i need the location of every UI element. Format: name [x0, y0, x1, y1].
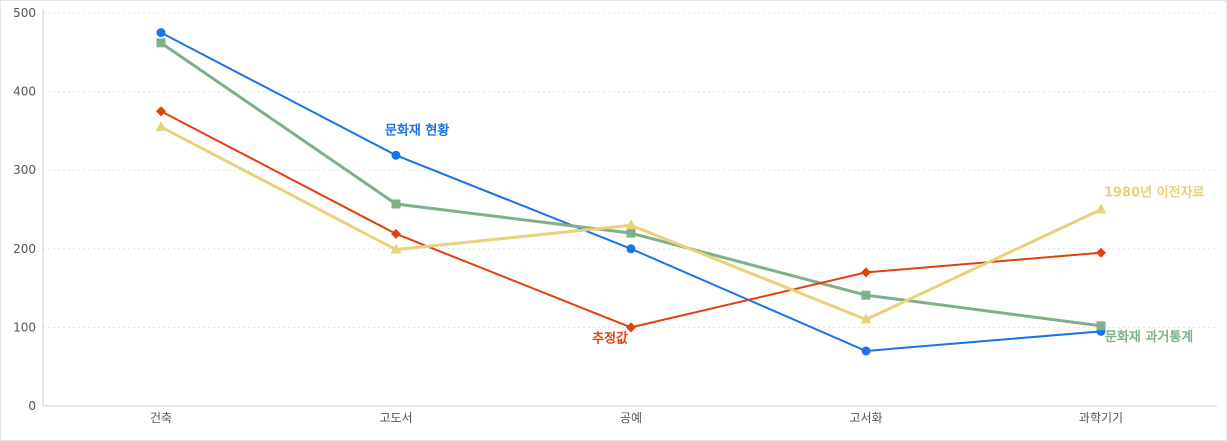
data-point [860, 313, 872, 324]
data-point [1096, 321, 1106, 331]
data-point [626, 228, 636, 238]
y-tick-label: 100 [13, 320, 36, 334]
data-point [861, 346, 871, 356]
data-point [156, 28, 166, 38]
x-tick-label: 공예 [620, 411, 642, 425]
data-point [861, 267, 871, 278]
data-point [626, 244, 636, 254]
series-1 [156, 38, 1106, 331]
series-label: 추정값 [592, 330, 628, 346]
series-label: 문화재 현황 [385, 122, 449, 138]
data-point [626, 322, 636, 333]
series-label: 1980년 이전자료 [1104, 185, 1205, 201]
y-tick-label: 400 [13, 85, 36, 99]
y-tick-label: 300 [13, 163, 36, 177]
x-tick-label: 건축 [150, 411, 172, 425]
data-point [1096, 247, 1106, 258]
data-point [391, 228, 401, 239]
y-tick-label: 500 [13, 6, 36, 20]
x-tick-label: 고도서 [379, 411, 412, 425]
data-point [155, 120, 167, 131]
data-point [391, 150, 401, 160]
data-point [861, 290, 871, 300]
series-3 [155, 120, 1107, 324]
series-2 [156, 106, 1106, 333]
series-label: 문화재 과거통계 [1105, 329, 1193, 345]
data-point [390, 243, 402, 254]
x-tick-label: 고서화 [849, 411, 882, 425]
data-point [1095, 203, 1107, 214]
data-point [156, 106, 166, 117]
data-point [391, 199, 401, 209]
y-axis: 0 100 200 300 400 500 [13, 6, 44, 413]
x-axis: 건축 고도서 공예 고서화 과학기기 [43, 405, 1217, 425]
data-point [156, 38, 166, 48]
y-tick-label: 0 [28, 399, 36, 413]
y-tick-label: 200 [13, 242, 36, 256]
series-group [155, 28, 1107, 356]
data-point [625, 219, 637, 230]
x-tick-label: 과학기기 [1079, 411, 1123, 425]
